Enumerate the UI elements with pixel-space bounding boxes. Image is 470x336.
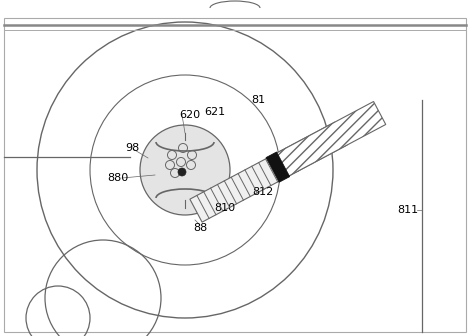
Circle shape bbox=[140, 125, 230, 215]
Polygon shape bbox=[190, 122, 347, 222]
Text: 880: 880 bbox=[107, 173, 129, 183]
Text: 810: 810 bbox=[214, 203, 235, 213]
Polygon shape bbox=[266, 152, 290, 182]
Text: 98: 98 bbox=[125, 143, 139, 153]
Polygon shape bbox=[273, 101, 386, 178]
Circle shape bbox=[178, 168, 186, 176]
Text: 81: 81 bbox=[251, 95, 265, 105]
Text: 812: 812 bbox=[252, 187, 274, 197]
FancyBboxPatch shape bbox=[4, 18, 466, 332]
Text: 620: 620 bbox=[180, 110, 201, 120]
Text: 88: 88 bbox=[193, 223, 207, 233]
Text: 811: 811 bbox=[398, 205, 419, 215]
Text: 621: 621 bbox=[204, 107, 226, 117]
